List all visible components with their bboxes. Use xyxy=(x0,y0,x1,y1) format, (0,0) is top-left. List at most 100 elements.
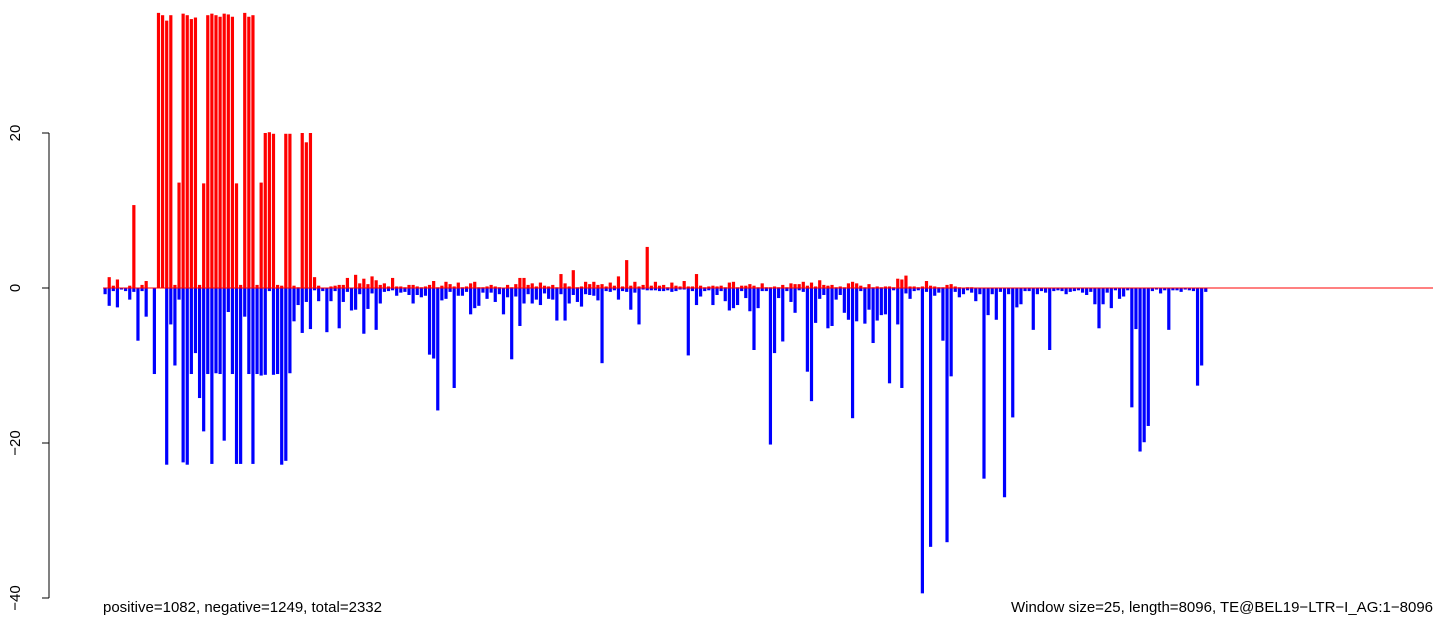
positive-bar-39 xyxy=(263,133,267,288)
positive-bar-108 xyxy=(547,286,551,288)
window-info-annotation: Window size=25, length=8096, TE@BEL19−LT… xyxy=(1011,599,1433,616)
negative-bar-199 xyxy=(920,288,924,594)
stats-annotation: positive=1082, negative=1249, total=2332 xyxy=(103,599,382,616)
negative-bar-186 xyxy=(867,288,871,310)
positive-bar-90 xyxy=(473,281,477,288)
positive-bar-95 xyxy=(493,286,497,288)
positive-bar-100 xyxy=(514,284,518,289)
negative-bar-183 xyxy=(855,288,859,322)
positive-bar-82 xyxy=(440,285,444,288)
positive-bar-7 xyxy=(132,205,136,288)
negative-bar-58 xyxy=(341,288,345,302)
negative-bar-84 xyxy=(448,288,452,292)
negative-bar-107 xyxy=(542,288,547,294)
negative-bar-92 xyxy=(481,288,485,293)
negative-bar-79 xyxy=(427,288,432,355)
negative-bar-166 xyxy=(785,288,789,292)
negative-bar-248 xyxy=(1122,288,1126,297)
positive-bar-57 xyxy=(337,284,341,288)
negative-bar-18 xyxy=(177,288,181,300)
negative-bar-176 xyxy=(826,288,830,329)
negative-bar-53 xyxy=(321,288,325,292)
negative-bar-182 xyxy=(850,288,855,419)
positive-bar-16 xyxy=(169,15,173,288)
negative-bar-135 xyxy=(657,288,662,292)
positive-bar-165 xyxy=(781,284,785,288)
negative-bar-47 xyxy=(296,288,300,306)
negative-bar-266 xyxy=(1195,288,1200,386)
positive-bar-101 xyxy=(518,277,522,288)
positive-bar-207 xyxy=(953,286,957,288)
negative-bar-26 xyxy=(210,288,214,464)
positive-bar-119 xyxy=(592,281,596,288)
negative-bar-138 xyxy=(670,288,674,292)
positive-bar-129 xyxy=(633,281,637,288)
negative-bar-131 xyxy=(641,288,645,290)
positive-bar-89 xyxy=(469,283,473,288)
positive-bar-150 xyxy=(719,285,723,288)
positive-bar-10 xyxy=(144,281,148,288)
negative-bar-193 xyxy=(896,288,900,325)
negative-bar-100 xyxy=(514,288,518,297)
positive-bar-75 xyxy=(411,284,415,288)
positive-bar-23 xyxy=(197,284,202,288)
negative-bar-205 xyxy=(945,288,949,543)
negative-bar-81 xyxy=(436,288,440,411)
negative-bar-177 xyxy=(830,288,834,326)
positive-bar-106 xyxy=(538,282,543,288)
negative-bar-159 xyxy=(756,288,760,309)
negative-bar-99 xyxy=(510,288,514,360)
negative-bar-202 xyxy=(933,288,937,296)
negative-bar-146 xyxy=(703,288,707,292)
negative-bar-122 xyxy=(604,288,608,292)
negative-bar-172 xyxy=(809,288,814,402)
positive-bar-144 xyxy=(694,274,699,288)
negative-bar-128 xyxy=(629,288,633,310)
negative-bar-98 xyxy=(505,288,510,298)
negative-bar-157 xyxy=(748,288,752,312)
positive-bar-69 xyxy=(386,286,391,288)
negative-bar-39 xyxy=(263,288,267,375)
positive-bar-127 xyxy=(625,260,629,288)
negative-bar-119 xyxy=(592,288,596,296)
negative-bar-200 xyxy=(924,288,929,292)
negative-bar-24 xyxy=(202,288,206,432)
positive-bar-175 xyxy=(822,284,826,288)
positive-bar-64 xyxy=(366,284,370,289)
positive-bar-2 xyxy=(111,285,115,288)
positive-bar-45 xyxy=(288,133,292,288)
negative-bar-113 xyxy=(567,288,571,304)
positive-bar-140 xyxy=(678,286,682,288)
negative-bar-263 xyxy=(1183,288,1187,290)
positive-bar-17 xyxy=(173,284,177,288)
negative-bar-63 xyxy=(362,288,366,334)
negative-bar-5 xyxy=(124,288,128,292)
negative-bar-155 xyxy=(740,288,744,292)
positive-bar-136 xyxy=(662,284,666,288)
negative-bar-20 xyxy=(185,288,189,465)
positive-bar-30 xyxy=(226,14,230,289)
positive-bar-62 xyxy=(358,283,362,288)
negative-bar-253 xyxy=(1142,288,1146,443)
negative-bar-226 xyxy=(1031,288,1035,330)
negative-bar-54 xyxy=(325,288,329,333)
y-tick-label: 0 xyxy=(7,284,24,292)
positive-bar-72 xyxy=(399,286,403,288)
positive-bar-179 xyxy=(838,286,842,288)
negative-bar-85 xyxy=(452,288,456,388)
negative-bar-0 xyxy=(103,288,107,295)
positive-bar-173 xyxy=(814,286,818,288)
negative-bar-154 xyxy=(735,288,740,306)
negative-bar-27 xyxy=(214,288,218,374)
negative-bar-23 xyxy=(197,288,202,399)
negative-bar-136 xyxy=(662,288,666,292)
negative-bar-104 xyxy=(530,288,534,304)
positive-bar-9 xyxy=(140,284,144,288)
negative-bar-101 xyxy=(518,288,522,326)
positive-bar-170 xyxy=(801,281,805,288)
negative-bar-106 xyxy=(538,288,543,306)
positive-bar-117 xyxy=(584,281,588,288)
negative-bar-17 xyxy=(173,288,177,366)
positive-bar-126 xyxy=(620,286,625,288)
negative-bar-38 xyxy=(259,288,263,376)
